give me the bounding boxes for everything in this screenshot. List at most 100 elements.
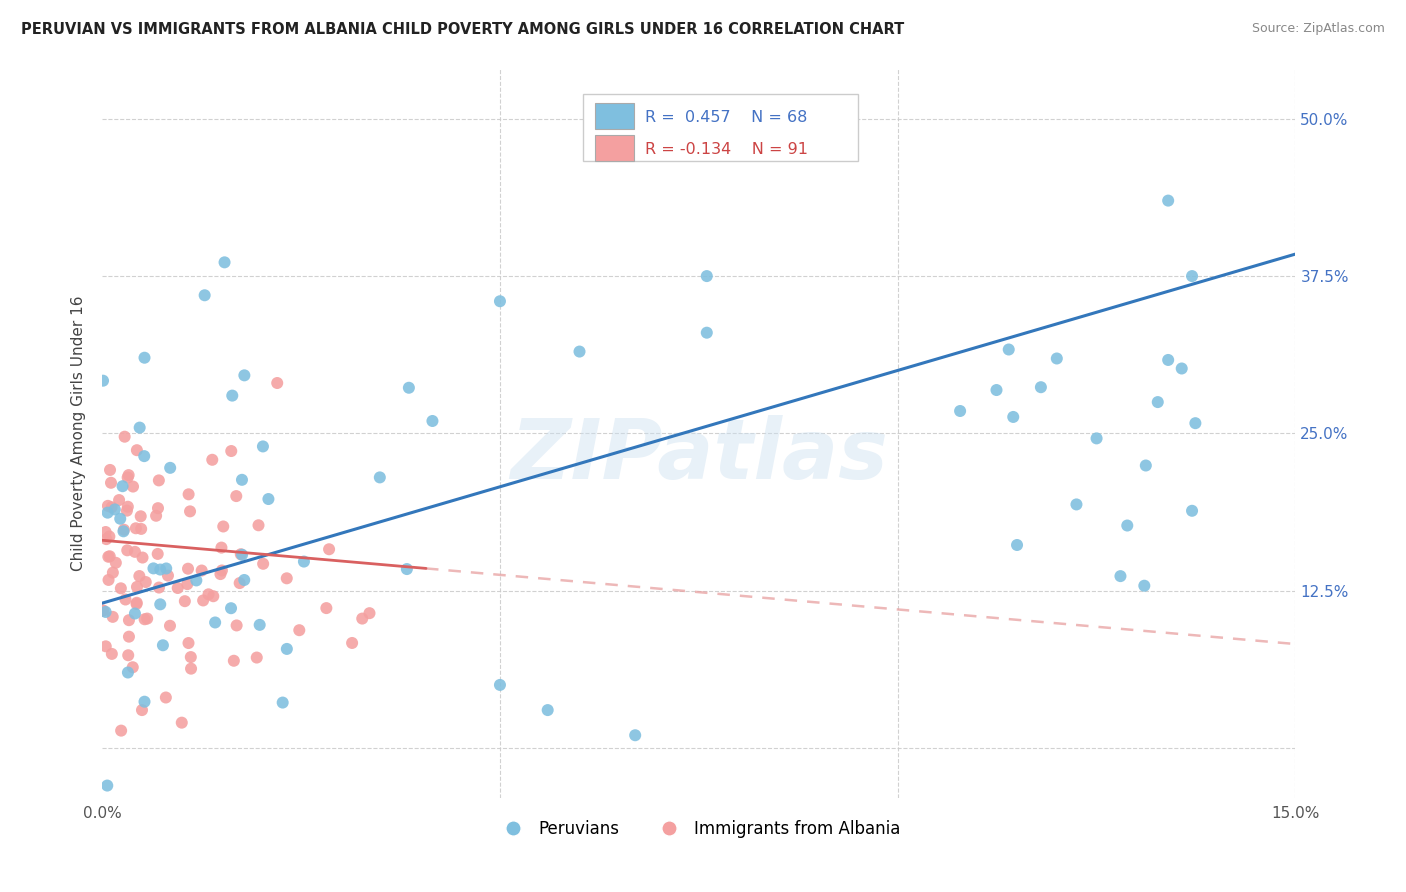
Point	[110, 582, 132, 596]
Point	[1146, 395, 1168, 409]
Point	[1181, 504, 1204, 518]
Point	[489, 678, 512, 692]
Point	[96, 532, 118, 546]
Point	[125, 596, 148, 610]
Point	[696, 326, 718, 340]
Point	[276, 571, 298, 585]
Point	[136, 611, 159, 625]
Point	[1184, 416, 1206, 430]
Point	[124, 607, 146, 621]
Point	[117, 543, 139, 558]
Point	[233, 368, 256, 383]
Point	[112, 524, 135, 539]
Point	[98, 463, 121, 477]
Point	[352, 611, 374, 625]
Point	[276, 642, 298, 657]
Point	[135, 575, 157, 590]
Point	[114, 592, 136, 607]
Point	[228, 576, 250, 591]
Point	[124, 545, 146, 559]
Point	[229, 547, 252, 561]
Point	[131, 703, 153, 717]
Point	[249, 618, 271, 632]
Point	[91, 374, 114, 388]
Point	[155, 690, 177, 705]
Point	[100, 500, 122, 515]
Point	[318, 542, 340, 557]
Point	[489, 294, 512, 309]
Point	[152, 638, 174, 652]
Point	[180, 662, 202, 676]
Point	[129, 509, 152, 524]
Point	[129, 522, 152, 536]
Point	[170, 715, 193, 730]
Point	[91, 603, 114, 617]
Point	[166, 581, 188, 595]
Point	[1109, 569, 1132, 583]
Point	[104, 502, 127, 516]
Point	[271, 696, 294, 710]
Point	[190, 564, 212, 578]
Point	[949, 404, 972, 418]
Point	[202, 589, 225, 603]
Point	[1085, 431, 1108, 445]
Point	[1046, 351, 1069, 366]
Point	[128, 420, 150, 434]
Point	[104, 556, 127, 570]
Text: PERUVIAN VS IMMIGRANTS FROM ALBANIA CHILD POVERTY AMONG GIRLS UNDER 16 CORRELATI: PERUVIAN VS IMMIGRANTS FROM ALBANIA CHIL…	[21, 22, 904, 37]
Point	[204, 615, 226, 630]
Legend: Peruvians, Immigrants from Albania: Peruvians, Immigrants from Albania	[491, 814, 907, 845]
Point	[209, 567, 232, 582]
Point	[252, 439, 274, 453]
Point	[222, 654, 245, 668]
Point	[101, 566, 124, 580]
Point	[177, 636, 200, 650]
Point	[231, 548, 253, 562]
Point	[91, 604, 114, 618]
Point	[159, 460, 181, 475]
Point	[395, 562, 418, 576]
Point	[1005, 538, 1028, 552]
Point	[219, 601, 242, 615]
Point	[97, 549, 120, 564]
Point	[266, 376, 288, 390]
Point	[134, 351, 156, 365]
Point	[146, 501, 169, 516]
Point	[98, 549, 121, 564]
Point	[117, 665, 139, 680]
Point	[212, 519, 235, 533]
Point	[177, 487, 200, 501]
Point	[100, 475, 122, 490]
Point	[101, 647, 124, 661]
Point	[179, 504, 201, 518]
Point	[191, 593, 214, 607]
Point	[117, 470, 139, 484]
Point	[134, 612, 156, 626]
Point	[1157, 353, 1180, 368]
Point	[134, 449, 156, 463]
Point	[986, 383, 1008, 397]
Point	[197, 587, 219, 601]
Point	[252, 557, 274, 571]
Point	[359, 606, 381, 620]
Point	[125, 580, 148, 594]
Point	[194, 288, 217, 302]
Point	[568, 344, 591, 359]
Point	[257, 491, 280, 506]
Point	[231, 473, 253, 487]
Point	[201, 452, 224, 467]
Point	[97, 506, 120, 520]
Point	[219, 444, 242, 458]
Point	[148, 581, 170, 595]
Point	[112, 523, 135, 537]
Point	[125, 521, 148, 535]
Point	[114, 430, 136, 444]
Point	[125, 443, 148, 458]
Point	[177, 562, 200, 576]
Point	[173, 594, 195, 608]
Point	[209, 541, 232, 555]
Point	[148, 474, 170, 488]
Point	[292, 555, 315, 569]
Point	[696, 269, 718, 284]
Point	[997, 343, 1019, 357]
